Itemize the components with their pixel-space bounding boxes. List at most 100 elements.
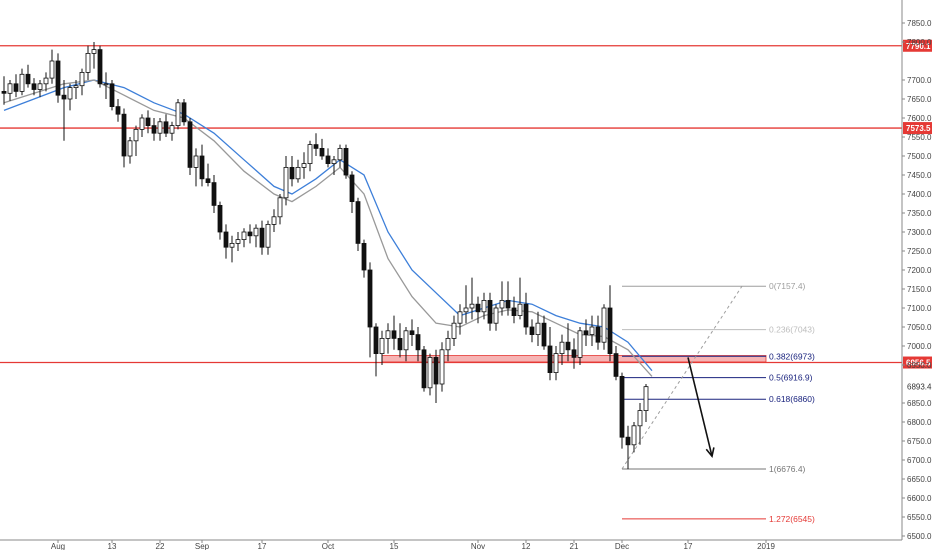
candle	[157, 118, 163, 141]
candle	[145, 110, 151, 134]
candle	[229, 235, 235, 263]
candle	[61, 80, 67, 141]
candle	[397, 323, 403, 358]
candle	[211, 175, 217, 213]
candle-body-bear	[583, 330, 589, 335]
candle	[571, 338, 577, 369]
candle	[589, 315, 595, 346]
candle	[7, 80, 13, 101]
candle-body-bull	[451, 322, 457, 339]
candle	[355, 197, 361, 251]
fib-level-label: 0.236(7043)	[769, 325, 815, 335]
candle-body-bear	[115, 106, 121, 115]
candle-body-bear	[475, 303, 481, 313]
candle-body-bear	[151, 125, 157, 134]
candle-body-bear	[355, 201, 361, 244]
candle-body-bull	[403, 330, 409, 351]
time-tick-label: 17	[684, 542, 693, 550]
candle-body-bull	[139, 117, 145, 130]
candle	[415, 327, 421, 362]
candle	[457, 304, 463, 335]
candle-body-bull	[91, 49, 97, 54]
candle-body-bull	[85, 53, 91, 73]
candle-body-bear	[361, 242, 367, 271]
time-tick-label: 13	[108, 542, 117, 550]
candle-body-bear	[31, 83, 37, 90]
price-tick-label: 6700.0	[907, 456, 932, 465]
candle-body-bear	[571, 349, 577, 358]
candle-body-bear	[523, 303, 529, 328]
candle-body-bear	[199, 155, 205, 180]
candle-body-bear	[487, 299, 493, 324]
time-tick-label: 22	[156, 542, 165, 550]
candle-body-bear	[13, 83, 19, 92]
price-axis[interactable]: 7850.0 7800.0 7700.0 7650.0 7600.0 7550.0 7500…	[901, 0, 932, 541]
candle	[91, 42, 97, 69]
candle	[223, 224, 229, 259]
candle	[535, 311, 541, 346]
time-tick-label: Sep	[195, 542, 210, 550]
candle-body-bear	[349, 174, 355, 203]
candle-body-bull	[439, 349, 445, 385]
candle	[247, 224, 253, 244]
candle-body-bull	[601, 307, 607, 343]
candle-body-bull	[307, 144, 313, 165]
horizontal-level-tag	[903, 39, 932, 52]
candle-body-bear	[397, 337, 403, 351]
time-tick-label: 15	[390, 542, 399, 550]
candle	[19, 68, 25, 96]
candle-body-bear	[145, 117, 151, 126]
candle	[85, 45, 91, 80]
candle-body-bull	[7, 83, 13, 94]
candle-body-bear	[247, 231, 253, 237]
fib-level-label: 0.382(6973)	[769, 351, 815, 361]
candle	[499, 281, 505, 316]
time-tick-label: 21	[570, 542, 579, 550]
candle-body-bear	[613, 353, 619, 377]
candle	[217, 201, 223, 240]
ma-slow-line	[3, 79, 653, 372]
candle	[115, 99, 121, 122]
candle	[595, 315, 601, 350]
candle-body-bear	[433, 356, 439, 385]
candle	[43, 72, 49, 92]
price-tick-label: 6850.0	[907, 399, 932, 408]
candle-body-bear	[343, 147, 349, 176]
time-tick-label: Dec	[615, 542, 629, 550]
candle	[277, 194, 283, 225]
candle-body-bull	[559, 341, 565, 355]
price-tick-label: 6550.0	[907, 513, 932, 522]
candle	[181, 99, 187, 126]
candle-body-bear	[187, 121, 193, 168]
candle	[151, 118, 157, 141]
fib-level-label: 0.5(6916.9)	[769, 373, 813, 383]
price-tick-label: 6500.0	[907, 532, 932, 541]
candle-body-bear	[97, 49, 103, 85]
candle-body-bull	[517, 303, 523, 317]
candle-body-bull	[277, 197, 283, 218]
candle-body-bull	[19, 73, 25, 92]
candle	[301, 152, 307, 179]
candle-body-bear	[415, 334, 421, 351]
time-axis[interactable]: Aug 13 22 Sep 17 Oct 15 Nov 12 21 Dec 17 2019	[0, 539, 902, 550]
candle	[97, 45, 103, 88]
candle	[607, 285, 613, 362]
candle-body-bull	[103, 83, 109, 86]
price-tick-label: 7550.0	[907, 133, 932, 142]
candle	[67, 83, 73, 111]
price-tick-label: 7650.0	[907, 95, 932, 104]
candle	[517, 277, 523, 320]
candle	[565, 323, 571, 362]
candle-body-bear	[55, 60, 61, 96]
time-tick-label: 2019	[757, 542, 775, 550]
candle-body-bull	[379, 337, 385, 354]
candle-body-bull	[133, 128, 139, 142]
candle-body-bull	[169, 125, 175, 134]
horizontal-level-label: 6956.5	[906, 359, 931, 368]
candle	[325, 148, 331, 168]
time-tick-label: 17	[258, 542, 267, 550]
candle	[475, 296, 481, 324]
